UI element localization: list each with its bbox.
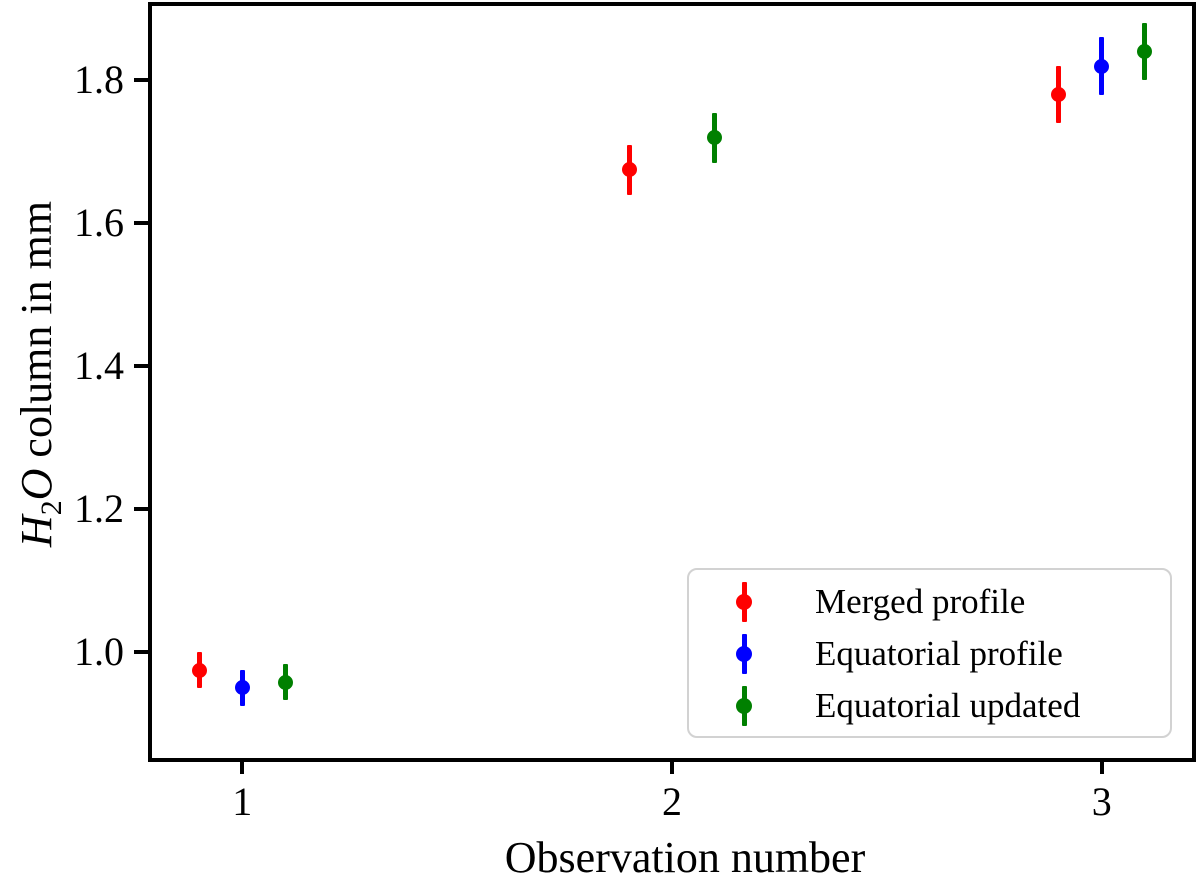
ylabel-formula-o: O — [12, 468, 62, 501]
y-tick-label: 1.6 — [74, 200, 124, 246]
errorbar-marker-icon — [736, 684, 752, 728]
legend-rows: Merged profile Equatorial profile Equatori… — [689, 576, 1170, 732]
y-tick-label: 1.4 — [74, 343, 124, 389]
legend-label: Equatorial profile — [815, 634, 1063, 673]
ylabel-text: column in mm — [12, 200, 62, 469]
legend-box: Merged profile Equatorial profile Equatori… — [687, 568, 1172, 738]
plot-area — [152, 6, 1192, 758]
errorbar-marker-icon — [736, 580, 752, 624]
x-tick-mark — [240, 758, 245, 774]
y-tick-mark — [134, 507, 150, 512]
y-tick-mark — [134, 650, 150, 655]
legend-item: Merged profile — [689, 576, 1170, 628]
y-tick-mark — [134, 364, 150, 369]
y-tick-label: 1.0 — [74, 629, 124, 675]
data-point-dot — [707, 130, 723, 146]
y-tick-label: 1.2 — [74, 486, 124, 532]
data-point-dot — [621, 162, 637, 178]
y-tick-mark — [134, 78, 150, 83]
data-point-dot — [234, 680, 250, 696]
data-point-dot — [191, 662, 207, 678]
data-point-dot — [1137, 44, 1153, 60]
x-tick-mark — [670, 758, 674, 774]
ylabel-formula-h: H — [12, 515, 62, 548]
legend-label: Merged profile — [815, 582, 1026, 621]
x-tick-mark — [1099, 758, 1104, 774]
y-tick-mark — [134, 221, 150, 226]
x-tick-label: 3 — [1091, 779, 1112, 824]
legend-item: Equatorial updated — [689, 680, 1170, 732]
ylabel-formula-subscript: 2 — [34, 500, 68, 516]
data-point-dot — [277, 674, 293, 690]
x-axis-label: Observation number — [504, 833, 866, 878]
x-tick-label: 1 — [232, 779, 253, 824]
y-axis-label: H2O column in mm — [11, 201, 69, 547]
legend-item: Equatorial profile — [689, 628, 1170, 680]
errorbar-marker-icon — [736, 632, 752, 676]
x-tick-label: 2 — [662, 779, 682, 824]
data-point-dot — [1051, 87, 1067, 103]
y-tick-label: 1.8 — [74, 57, 124, 103]
data-point-dot — [1094, 58, 1110, 74]
legend-label: Equatorial updated — [815, 686, 1081, 725]
